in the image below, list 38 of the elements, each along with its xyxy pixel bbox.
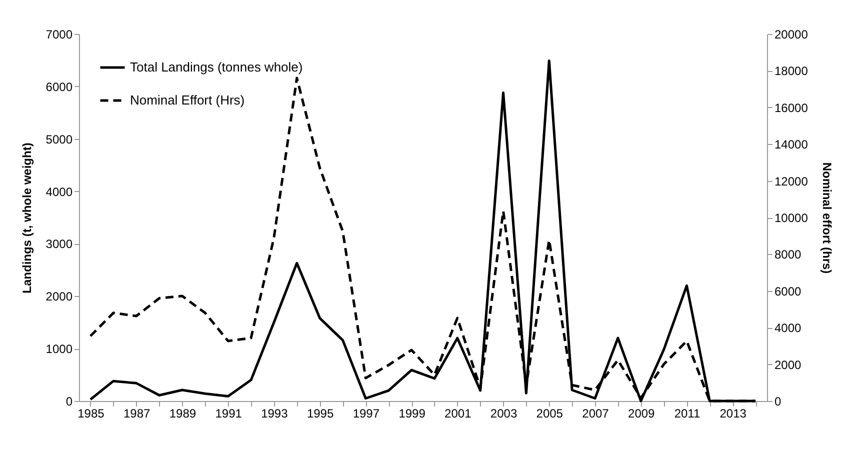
- y2-tick-label: 18000: [774, 64, 808, 78]
- x-tick-label: 1987: [123, 406, 151, 420]
- y2-tick-label: 8000: [774, 248, 802, 262]
- y-tick-label: 4000: [46, 184, 73, 199]
- y2-tick-label: 20000: [774, 28, 808, 42]
- y2-tick-label: 4000: [774, 321, 802, 336]
- x-tick-label: 2005: [536, 406, 564, 420]
- x-tick-label: 1997: [352, 406, 380, 420]
- y-tick-label: 0: [66, 394, 73, 408]
- y2-tick-label: 16000: [774, 100, 808, 115]
- x-tick-label: 2001: [444, 406, 472, 420]
- x-tick-label: 2003: [490, 406, 518, 420]
- y-tick-label: 7000: [46, 28, 73, 42]
- y2-tick-label: 6000: [774, 284, 802, 298]
- x-tick-label: 1995: [306, 406, 334, 420]
- x-tick-label: 2009: [628, 406, 656, 420]
- y-tick-label: 6000: [46, 80, 73, 94]
- y-axis-title: Landings (t, whole weight): [20, 142, 34, 294]
- y-tick-label: 2000: [46, 290, 73, 304]
- x-tick-label: 2013: [720, 406, 747, 420]
- y2-tick-label: 10000: [774, 211, 808, 225]
- x-tick-label: 1991: [215, 406, 242, 420]
- y2-tick-label: 2000: [774, 358, 802, 372]
- x-tick-label: 1999: [398, 406, 426, 420]
- y2-tick-label: 12000: [774, 174, 808, 188]
- y2-axis-title: Nominal effort (hrs): [820, 162, 834, 274]
- x-tick-label: 2007: [582, 406, 610, 420]
- x-tick-label: 2011: [674, 406, 700, 420]
- y2-tick-label: 0: [774, 394, 782, 408]
- legend-label: Nominal Effort (Hrs): [130, 92, 245, 108]
- y-tick-label: 3000: [46, 237, 73, 252]
- legend-label: Total Landings (tonnes whole): [130, 60, 303, 74]
- x-tick-label: 1989: [169, 406, 196, 420]
- y-tick-label: 5000: [46, 132, 73, 146]
- y-tick-label: 1000: [46, 342, 73, 356]
- x-tick-label: 1985: [78, 406, 105, 420]
- y2-tick-label: 14000: [774, 138, 808, 152]
- x-tick-label: 1993: [261, 406, 288, 420]
